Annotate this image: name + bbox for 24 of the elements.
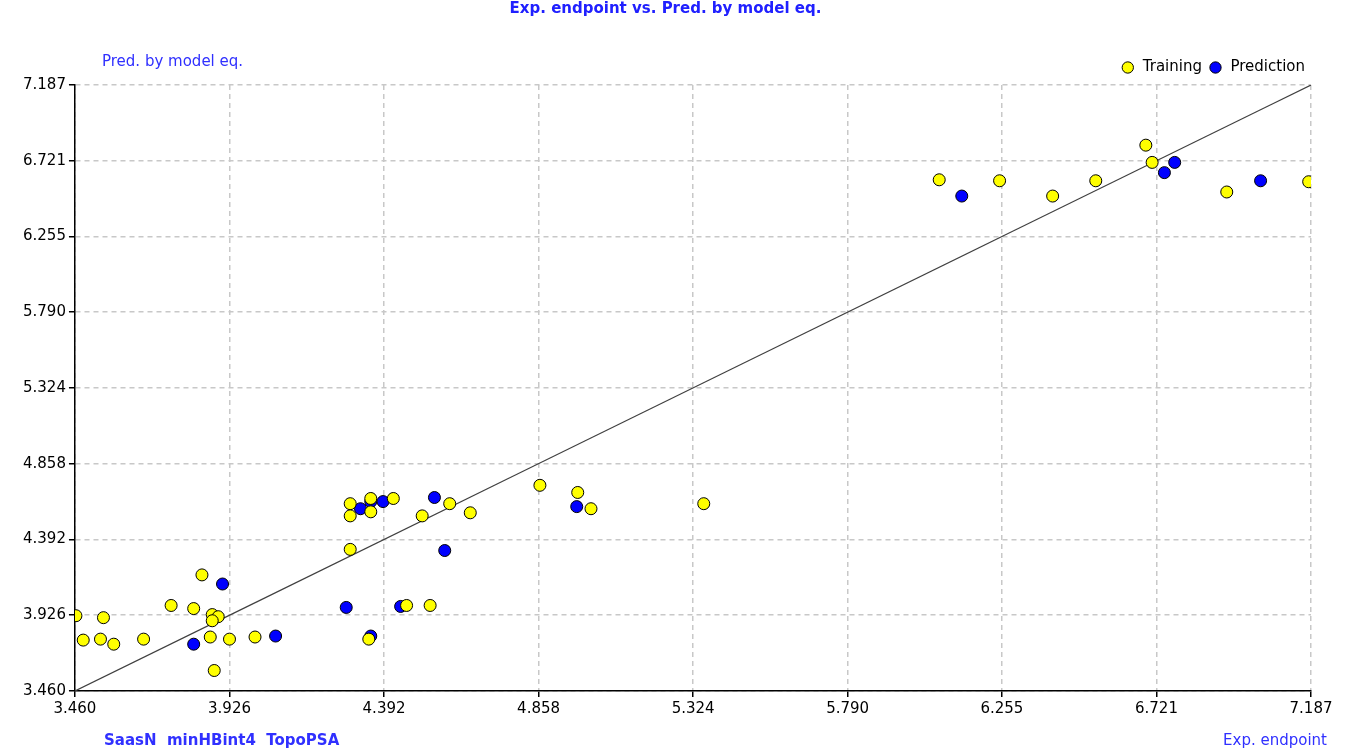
y-tick-label: 5.324	[22, 377, 66, 396]
y-tick-label: 4.392	[22, 529, 66, 548]
y-axis-title: Pred. by model eq.	[102, 52, 244, 70]
y-tick-label: 6.721	[22, 150, 66, 169]
x-tick-label: 3.460	[53, 698, 97, 717]
legend-label: Training	[1141, 57, 1202, 76]
legend-label: Prediction	[1230, 57, 1306, 76]
x-tick-label: 3.926	[208, 698, 251, 717]
text: SaasN minHBint4 TopoPSA	[104, 731, 340, 749]
y-tick-label: 7.187	[22, 74, 66, 93]
y-tick-label: 3.460	[22, 680, 66, 699]
x-tick-label: 4.858	[517, 698, 561, 717]
y-tick-label: 3.926	[22, 605, 66, 624]
y-tick-label: 6.255	[22, 226, 66, 245]
x-tick-label: 6.721	[1134, 698, 1178, 717]
x-tick-label: 5.790	[826, 698, 870, 717]
y-tick-label: 5.790	[22, 302, 66, 321]
x-tick-label: 7.187	[1289, 698, 1333, 717]
y-tick-label: 4.858	[22, 453, 66, 472]
x-tick-label: 6.255	[980, 698, 1024, 717]
x-axis-title: Exp. endpoint	[1223, 731, 1327, 749]
x-tick-label: 4.392	[362, 698, 406, 717]
chart-title: Exp. endpoint vs. Pred. by model eq.	[509, 0, 822, 17]
x-tick-label: 5.324	[671, 698, 715, 717]
